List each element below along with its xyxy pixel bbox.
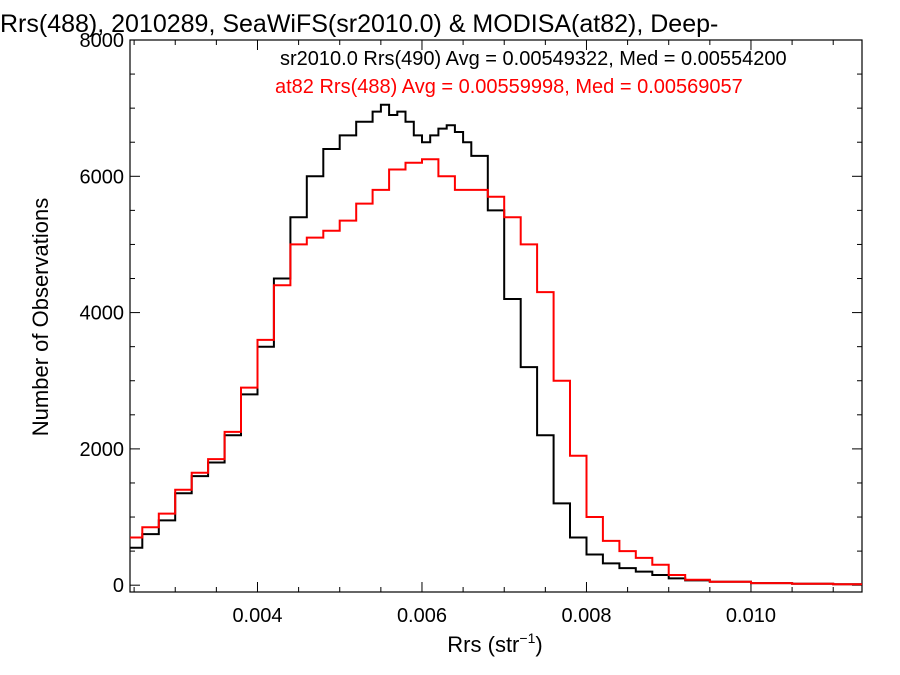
series-line-at82 bbox=[130, 158, 862, 586]
y-tick-label: 2000 bbox=[80, 439, 125, 461]
x-tick-label: 0.006 bbox=[397, 605, 447, 627]
legend: sr2010.0 Rrs(490) Avg = 0.00549322, Med … bbox=[275, 48, 787, 98]
series-group bbox=[130, 103, 862, 586]
y-axis-label: Number of Observations bbox=[28, 198, 53, 436]
plot-frame bbox=[129, 39, 863, 593]
x-tick-label: 0.010 bbox=[726, 605, 776, 627]
x-axis-label: Rrs (str−1) bbox=[447, 630, 542, 657]
x-tick-label: 0.004 bbox=[232, 605, 282, 627]
y-tick-label: 4000 bbox=[80, 303, 125, 325]
plot-area: 0.004 0.006 0.008 0.010 0 2000 4000 6000 8000 bbox=[80, 30, 863, 627]
chart-title: Rrs(488), 2010289, SeaWiFS(sr2010.0) & M… bbox=[0, 10, 718, 38]
legend-entry-at82: at82 Rrs(488) Avg = 0.00559998, Med = 0.… bbox=[275, 76, 743, 98]
y-tick-label: 8000 bbox=[80, 30, 125, 52]
y-tick-label: 0 bbox=[113, 575, 124, 597]
series-line-sr2010 bbox=[130, 103, 862, 586]
y-tick-label: 6000 bbox=[80, 166, 125, 188]
x-tick-label: 0.008 bbox=[561, 605, 611, 627]
axis-ticks: 0.004 0.006 0.008 0.010 0 2000 4000 6000 8000 bbox=[80, 30, 862, 627]
legend-entry-sr2010: sr2010.0 Rrs(490) Avg = 0.00549322, Med … bbox=[280, 48, 787, 70]
